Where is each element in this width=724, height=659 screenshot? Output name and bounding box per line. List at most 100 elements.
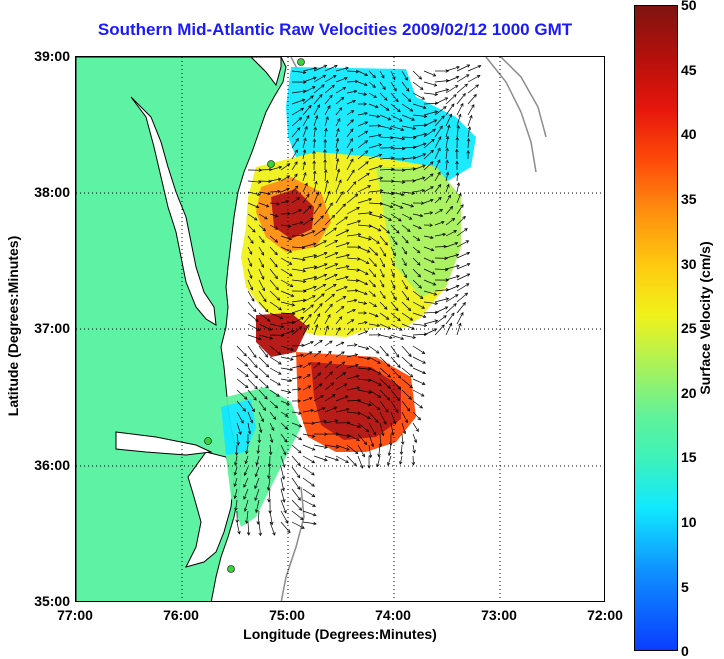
colorbar-tick: 40 (681, 126, 697, 142)
velocity-vector-head (321, 84, 325, 88)
velocity-vector (434, 315, 447, 325)
velocity-vector-head (312, 150, 316, 154)
velocity-vector-head (464, 292, 469, 297)
velocity-vector (302, 444, 316, 451)
velocity-vector (357, 356, 370, 360)
velocity-vector (291, 477, 300, 490)
velocity-vector (302, 351, 313, 358)
velocity-vector (291, 99, 306, 105)
velocity-vector (434, 159, 441, 171)
velocity-vector-head (252, 308, 257, 313)
velocity-vector-head (296, 197, 301, 201)
velocity-vector-head (377, 453, 381, 458)
velocity-vector (467, 84, 479, 94)
velocity-vector (335, 97, 344, 105)
velocity-vector-head (434, 301, 439, 306)
velocity-vector-head (233, 472, 238, 476)
velocity-vector (291, 234, 304, 237)
velocity-vector-head (387, 385, 391, 389)
velocity-vector-head (319, 93, 323, 98)
velocity-vector-head (412, 179, 416, 183)
velocity-vector-head (251, 408, 255, 413)
velocity-vector-head (311, 230, 316, 234)
velocity-vector (357, 70, 368, 76)
velocity-vector-head (399, 327, 403, 331)
velocity-vector (335, 87, 346, 94)
velocity-vector-head (375, 419, 379, 424)
velocity-vector (313, 171, 316, 182)
velocity-vector (379, 168, 395, 171)
velocity-vector-head (269, 439, 274, 443)
velocity-vector-head (265, 374, 270, 378)
velocity-vector (280, 521, 291, 533)
velocity-vector-head (312, 512, 317, 517)
velocity-vector-head (332, 75, 337, 79)
velocity-vector-head (466, 251, 471, 256)
velocity-vector-head (387, 374, 391, 378)
velocity-vector (434, 89, 449, 94)
velocity-vector (258, 345, 268, 358)
velocity-vector (313, 340, 323, 347)
velocity-vector-head (378, 133, 382, 137)
velocity-vector-head (430, 235, 434, 240)
velocity-vector-head (361, 453, 365, 458)
velocity-vector-head (434, 92, 439, 97)
velocity-vector (390, 378, 401, 390)
velocity-vector (346, 354, 358, 358)
velocity-vector-head (401, 137, 406, 141)
velocity-vector (247, 191, 261, 196)
velocity-vector-head (318, 383, 323, 387)
velocity-vector-head (439, 125, 443, 130)
velocity-vector (423, 257, 435, 263)
velocity-vector (291, 299, 306, 303)
velocity-vector-head (375, 350, 380, 354)
velocity-vector (412, 301, 425, 309)
velocity-vector (258, 279, 265, 291)
velocity-vector-head (353, 298, 358, 303)
velocity-vector-head (278, 165, 283, 170)
velocity-vector-head (248, 263, 253, 267)
velocity-vector-head (298, 507, 303, 511)
chart-title: Southern Mid-Atlantic Raw Velocities 200… (97, 20, 573, 39)
velocity-vector-head (377, 228, 382, 232)
velocity-vector (357, 92, 367, 95)
velocity-vector (324, 202, 333, 215)
velocity-vector-head (257, 439, 262, 444)
velocity-vector (291, 344, 305, 347)
velocity-vector-head (313, 76, 317, 80)
velocity-vector-head (333, 227, 337, 231)
velocity-vector-head (260, 252, 265, 256)
velocity-vector-head (303, 289, 307, 293)
velocity-vector (324, 420, 338, 424)
velocity-vector-head (458, 113, 462, 118)
velocity-vector-head (368, 390, 373, 394)
velocity-vector (302, 218, 314, 226)
velocity-vector-head (301, 98, 306, 102)
velocity-vector (390, 125, 404, 131)
velocity-vector (379, 268, 385, 278)
velocity-vector-head (254, 485, 258, 490)
velocity-vector (388, 444, 392, 456)
velocity-vector-head (330, 382, 335, 386)
velocity-vector-head (342, 87, 347, 91)
velocity-vector-head (319, 303, 323, 307)
velocity-vector (456, 240, 469, 248)
velocity-vector-head (311, 493, 316, 498)
velocity-vector (302, 77, 317, 83)
velocity-vector (247, 356, 258, 368)
velocity-vector (324, 325, 329, 336)
velocity-vector (412, 114, 427, 117)
velocity-vector (247, 301, 257, 312)
velocity-vector-head (234, 507, 238, 512)
colorbar-tick: 20 (681, 385, 697, 401)
velocity-vector (302, 172, 306, 182)
velocity-vector-head (464, 83, 468, 88)
velocity-vector (346, 375, 359, 380)
velocity-vector-head (372, 293, 376, 297)
velocity-field-north (286, 67, 476, 182)
velocity-vector-head (277, 189, 281, 194)
velocity-vector-head (308, 313, 312, 318)
velocity-vector (313, 362, 321, 369)
velocity-vector-head (416, 249, 421, 254)
velocity-vector (346, 290, 358, 292)
